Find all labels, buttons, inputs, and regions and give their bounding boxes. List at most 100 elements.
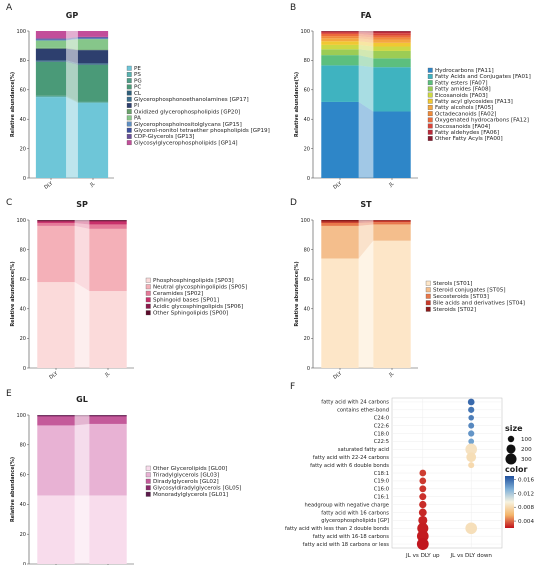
dot bbox=[468, 422, 475, 429]
bar-segment bbox=[89, 415, 127, 416]
bar-segment bbox=[77, 38, 109, 40]
y-tick-label: 0 bbox=[307, 176, 310, 182]
legend-item: Bile acids and derivatives [ST04] bbox=[433, 301, 525, 307]
bar-segment bbox=[35, 95, 67, 97]
legend-item: Glycerophosphonoethanolamines [GP17] bbox=[134, 97, 249, 103]
y-tick-label: 20 bbox=[20, 146, 26, 152]
band-2 bbox=[66, 95, 78, 103]
bar-segment bbox=[321, 258, 359, 368]
band-8 bbox=[358, 33, 374, 38]
panel-letter-D: D bbox=[290, 198, 297, 208]
legend-item: Eicosanoids [FA03] bbox=[435, 93, 488, 99]
band-1 bbox=[74, 423, 90, 496]
size-legend-label: 300 bbox=[521, 457, 532, 463]
bar-segment bbox=[373, 224, 411, 241]
legend-item: Neutral glycosphingolipids [SP05] bbox=[153, 285, 247, 291]
bar-segment bbox=[321, 222, 359, 226]
y-tick-label: 40 bbox=[304, 307, 310, 313]
band-1 bbox=[66, 96, 78, 104]
bar-segment bbox=[373, 50, 411, 59]
legend-swatch bbox=[126, 134, 132, 139]
y-tick-label: C16:1 bbox=[374, 494, 389, 500]
band-7 bbox=[358, 36, 374, 40]
legend-item: Fatty alcohols [FA05] bbox=[435, 105, 493, 111]
legend-swatch bbox=[427, 129, 433, 135]
legend-item: Glycerol-nonitol tetraether phospholipid… bbox=[134, 128, 270, 134]
bar-segment bbox=[35, 48, 67, 61]
size-legend-dot bbox=[507, 435, 515, 443]
band-10 bbox=[358, 31, 374, 34]
bar-segment bbox=[373, 220, 411, 221]
dot bbox=[466, 452, 477, 463]
legend-item: Fatty Acids and Conjugates [FA01] bbox=[435, 74, 531, 80]
x-tick-label: DLY bbox=[43, 180, 55, 191]
bar-segment bbox=[37, 225, 75, 283]
band-0 bbox=[66, 97, 78, 178]
bar-segment bbox=[89, 220, 127, 222]
bar-segment bbox=[89, 220, 127, 221]
bar-segment bbox=[77, 64, 109, 65]
bar-segment bbox=[37, 416, 75, 426]
band-2 bbox=[74, 416, 90, 426]
band-9 bbox=[66, 38, 78, 41]
dot bbox=[468, 462, 475, 469]
bar-segment bbox=[321, 31, 359, 33]
color-legend-title: color bbox=[505, 465, 527, 474]
dot bbox=[468, 430, 475, 437]
bar-segment bbox=[321, 65, 359, 102]
bar-segment bbox=[373, 37, 411, 40]
y-axis-label: Relative abundance(%) bbox=[10, 72, 16, 137]
x-tick-label: DLY bbox=[332, 180, 344, 191]
legend-swatch bbox=[126, 78, 132, 84]
dot bbox=[465, 443, 478, 456]
legend-item: Monoradylglycerols [GL01] bbox=[153, 492, 228, 498]
bar-segment bbox=[89, 416, 127, 424]
bar-segment bbox=[373, 31, 411, 34]
dot bbox=[418, 508, 427, 517]
chart-FA: FA Relative abundance(%) 0 20 40 60 80 100 DLY JL… bbox=[294, 11, 531, 191]
band-4 bbox=[358, 44, 374, 51]
x-tick-label: DLY bbox=[332, 370, 344, 381]
y-tick-label: 100 bbox=[300, 218, 310, 224]
legend-item: Glycosylglycerophospholipids [GP14] bbox=[134, 140, 238, 146]
bar-segment bbox=[35, 47, 67, 49]
panel-letter: E bbox=[6, 389, 12, 399]
dot bbox=[468, 406, 475, 413]
y-tick-label: C16:0 bbox=[374, 487, 389, 493]
band-11 bbox=[66, 36, 78, 40]
legend-swatch bbox=[427, 105, 433, 110]
bar-segment bbox=[77, 49, 109, 51]
legend-swatch bbox=[427, 117, 433, 123]
y-tick-label: 20 bbox=[20, 532, 26, 538]
size-legend-label: 100 bbox=[521, 437, 532, 443]
color-tick-label: 0.008 bbox=[518, 505, 534, 511]
bar-segment bbox=[35, 39, 67, 41]
band-2 bbox=[358, 222, 374, 226]
y-tick-label: C24:0 bbox=[374, 416, 389, 422]
y-tick-label: 40 bbox=[20, 502, 26, 508]
y-tick-label: C22:5 bbox=[374, 439, 389, 445]
band-5 bbox=[358, 41, 374, 47]
legend-swatch bbox=[126, 103, 132, 108]
legend-swatch bbox=[427, 123, 433, 129]
bar-segment bbox=[35, 38, 67, 40]
legend-item: Docosanoids [FA04] bbox=[435, 124, 490, 130]
bar-segment bbox=[373, 111, 411, 178]
y-tick-label: 60 bbox=[20, 472, 26, 478]
y-tick-label: 20 bbox=[304, 146, 310, 152]
band-3 bbox=[358, 49, 374, 59]
legend-swatch bbox=[145, 491, 151, 497]
dot bbox=[418, 515, 428, 525]
panel-letter-E: E bbox=[6, 389, 12, 399]
legend-swatch bbox=[126, 115, 132, 121]
panel-letter-F: F bbox=[290, 382, 295, 392]
y-tick-label: 80 bbox=[20, 58, 26, 64]
band-6 bbox=[358, 38, 374, 43]
bar-segment bbox=[321, 36, 359, 39]
y-tick-label: 80 bbox=[304, 58, 310, 64]
bar-segment bbox=[35, 31, 67, 39]
band-0 bbox=[358, 240, 374, 368]
bar-segment bbox=[37, 220, 75, 221]
legend-item: Other Fatty Acyls [FA00] bbox=[435, 136, 503, 142]
chart-GP: GP Relative abundance(%) 0 20 40 60 80 100 DLY JL… bbox=[10, 11, 270, 191]
